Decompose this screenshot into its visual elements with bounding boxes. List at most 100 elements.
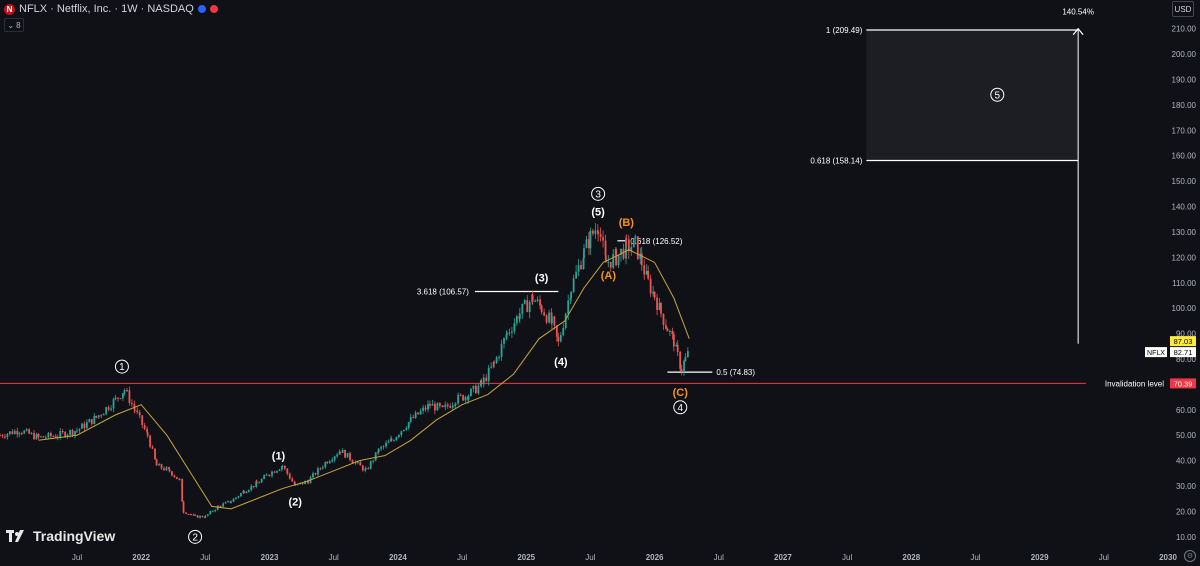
y-tick-label: 40.00	[1176, 457, 1197, 466]
wave-label: (3)	[535, 273, 549, 285]
candle-body	[69, 430, 71, 435]
x-tick-label: Jul	[842, 553, 852, 562]
candle-body	[110, 408, 112, 410]
candle-body	[622, 248, 625, 259]
price-tag-label: 87.03	[1174, 337, 1193, 346]
candle-body	[548, 312, 550, 323]
candle-body	[168, 468, 171, 472]
candle-body	[380, 447, 383, 449]
time-axis[interactable]: Jul 2022 Jul 2023 Jul 2024 Jul 2025 Jul 2026 Jul 20…	[72, 553, 1178, 562]
y-tick-label: 130.00	[1172, 228, 1197, 237]
candle-body	[255, 481, 258, 484]
candle-body	[95, 415, 98, 418]
candle-body	[219, 505, 222, 507]
currency-button[interactable]: USD	[1172, 1, 1194, 17]
candle-body	[255, 481, 258, 487]
candle-body	[133, 404, 136, 410]
candle-body	[131, 402, 133, 405]
candle-body	[61, 430, 64, 433]
candle-body	[580, 265, 582, 270]
candle-body	[446, 404, 449, 407]
candle-body	[523, 300, 526, 304]
x-tick-label: 2024	[389, 553, 407, 562]
candle-body	[643, 265, 646, 275]
candle-body	[319, 468, 322, 470]
price-tag-white	[1170, 347, 1196, 358]
candle-body	[247, 490, 250, 492]
candle-body	[612, 253, 615, 268]
collapse-indicators-button[interactable]: ⌄ 8	[4, 18, 24, 32]
candle-body	[364, 468, 367, 471]
candle-body	[583, 247, 585, 259]
candle-body	[359, 461, 362, 466]
symbol-header[interactable]: N NFLX · Netflix, Inc. · 1W · NASDAQ	[4, 2, 218, 16]
candle-body	[314, 473, 317, 475]
candle-body	[30, 432, 33, 434]
candle-body	[123, 390, 126, 394]
candle-body	[585, 239, 588, 248]
market-closed-icon	[197, 5, 206, 13]
wave-circle	[114, 359, 129, 374]
candle-body	[25, 429, 28, 431]
candle-body	[485, 377, 488, 382]
candle-body	[500, 343, 503, 357]
x-tick-label: Jul	[585, 553, 595, 562]
chevron-down-icon: ⌄	[7, 20, 15, 30]
candle-body	[434, 403, 436, 411]
candle-body	[28, 429, 31, 434]
candle-body	[495, 357, 498, 364]
candle-body	[304, 481, 306, 485]
candle-body	[492, 361, 495, 367]
candle-body	[35, 434, 38, 440]
candle-body	[490, 366, 493, 368]
tradingview-logo[interactable]: TradingView	[6, 528, 115, 544]
candle-body	[344, 449, 346, 458]
candle-body	[346, 453, 349, 458]
x-tick-label: 2022	[132, 553, 150, 562]
candle-body	[686, 351, 689, 358]
candle-body	[652, 291, 655, 294]
candle-body	[143, 424, 146, 429]
candle-body	[351, 459, 354, 463]
candle-body	[217, 505, 220, 507]
candle-body	[539, 299, 541, 306]
candle-body	[482, 377, 485, 385]
candle-body	[146, 432, 149, 436]
projection-arrow	[1072, 27, 1084, 36]
candle-body	[293, 481, 296, 486]
candle-body	[64, 432, 67, 437]
candle-body	[602, 236, 604, 241]
candle-body	[209, 511, 212, 515]
x-tick-label: 2029	[1031, 553, 1049, 562]
candle-body	[230, 501, 232, 503]
fib-label: 0.618 (126.52)	[630, 237, 682, 246]
candle-body	[599, 234, 602, 237]
candle-body	[498, 356, 500, 358]
x-tick-label: 2025	[517, 553, 535, 562]
candle-body	[235, 497, 237, 499]
candle-body	[518, 313, 521, 319]
candle-body	[216, 505, 219, 510]
candle-body	[551, 316, 553, 324]
candle-body	[625, 238, 627, 259]
candle-body	[589, 230, 592, 249]
candle-body	[615, 249, 617, 266]
candle-body	[78, 428, 81, 431]
candle-body	[402, 429, 405, 432]
price-axis[interactable]: 10.0020.0030.0040.0050.0060.0070.0080.00…	[1172, 25, 1197, 542]
candle-body	[647, 270, 650, 279]
candle-body	[165, 467, 168, 471]
wave-label: (2)	[288, 496, 302, 508]
candle-body	[407, 421, 410, 429]
candle-body	[559, 335, 562, 342]
candle-body	[42, 436, 45, 438]
candle-body	[364, 468, 367, 470]
candle-body	[553, 316, 556, 326]
candle-body	[74, 431, 76, 436]
settings-icon[interactable]: ⚙	[1184, 550, 1196, 562]
candle-body	[395, 437, 398, 441]
candle-body	[339, 451, 342, 453]
candle-body	[607, 261, 610, 263]
candle-body	[240, 493, 242, 497]
